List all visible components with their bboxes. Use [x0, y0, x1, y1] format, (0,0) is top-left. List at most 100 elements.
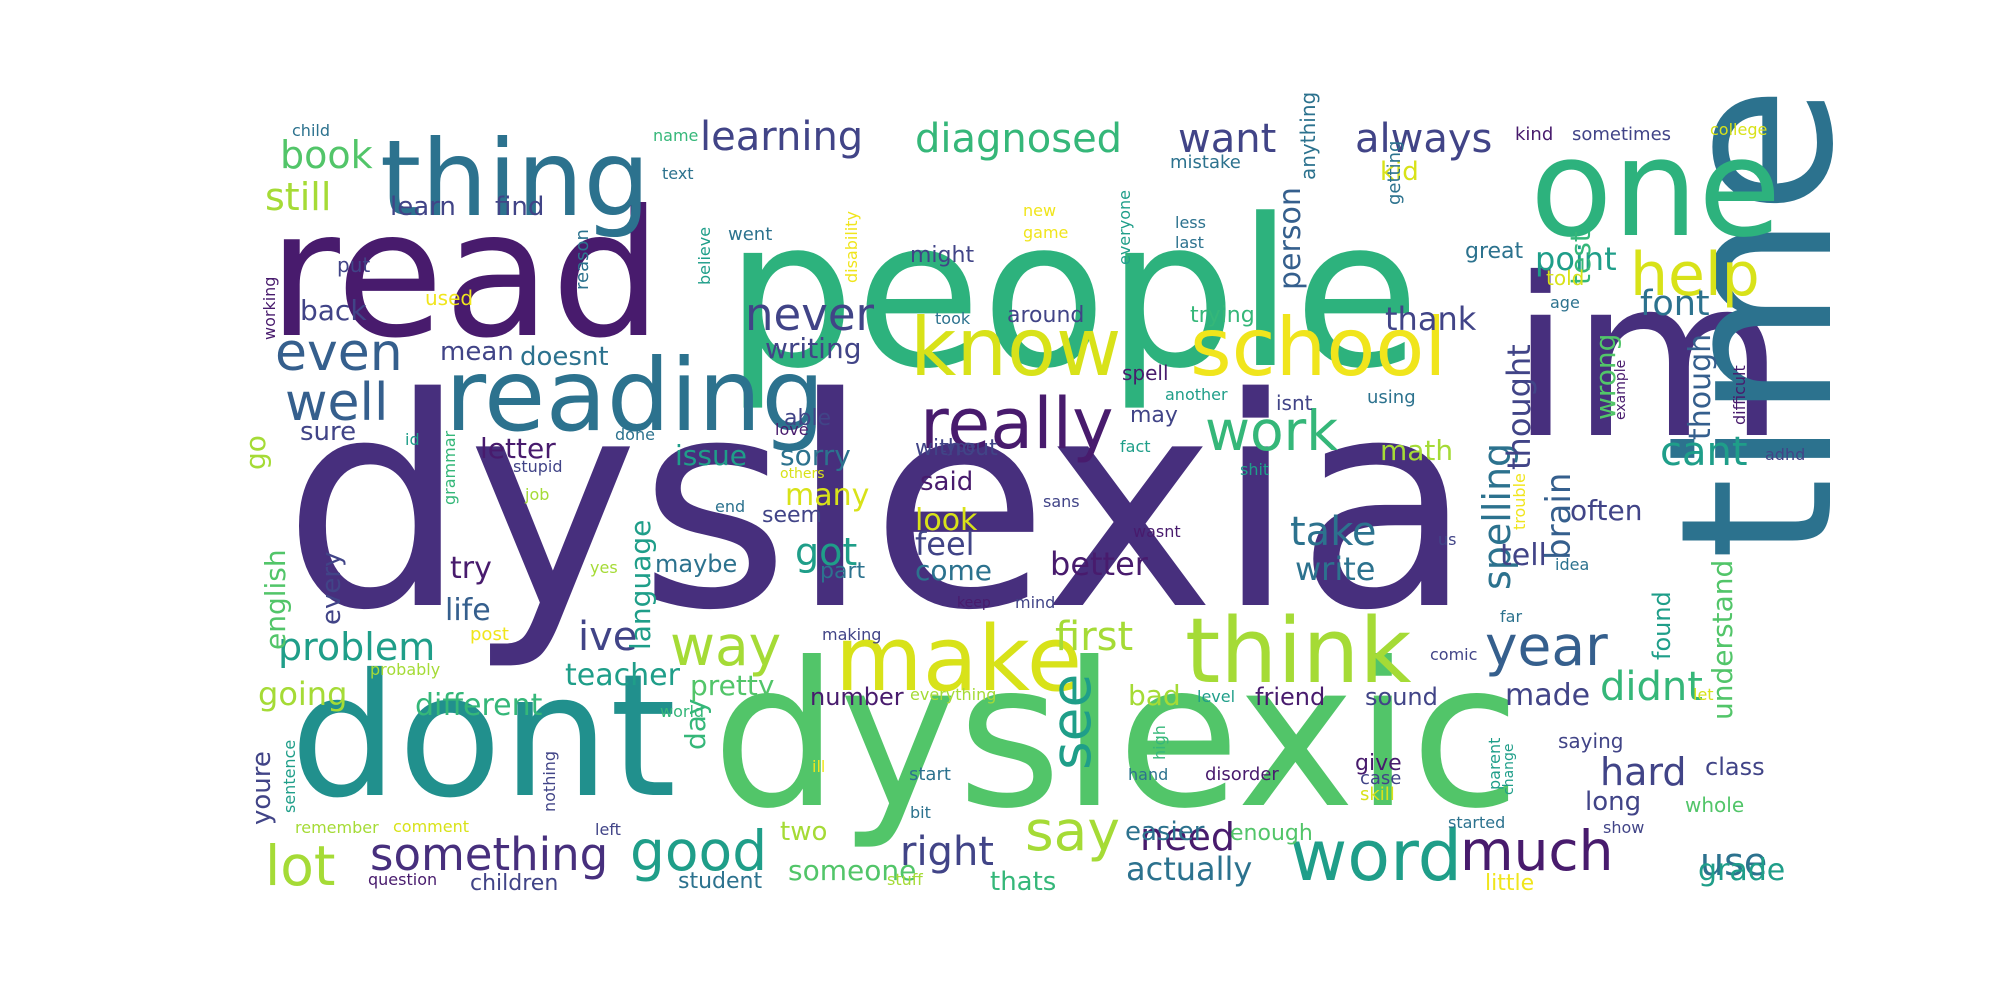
cloud-word-disability: disability: [842, 211, 861, 283]
cloud-word-tell: tell: [1500, 538, 1547, 573]
cloud-word-kid: kid: [1380, 157, 1419, 187]
cloud-word-though: though: [1683, 334, 1718, 440]
cloud-word-used: used: [425, 286, 473, 310]
cloud-word-remember: remember: [295, 818, 379, 837]
cloud-word-might: might: [910, 243, 974, 268]
cloud-word-job: job: [524, 485, 549, 504]
cloud-word-child: child: [292, 121, 330, 140]
cloud-word-last: last: [1175, 233, 1204, 252]
cloud-word-wasnt: wasnt: [1133, 522, 1181, 541]
cloud-word-good: good: [630, 819, 767, 883]
cloud-word-isnt: isnt: [1276, 391, 1313, 415]
cloud-word-issue: issue: [675, 439, 747, 472]
cloud-word-world: world: [660, 702, 704, 721]
cloud-word-post: post: [470, 624, 509, 645]
cloud-word-question: question: [368, 870, 437, 889]
cloud-word-made: made: [1505, 678, 1590, 713]
cloud-word-stuff: stuff: [887, 870, 924, 889]
cloud-word-nothing: nothing: [540, 751, 559, 812]
cloud-word-bit: bit: [910, 803, 931, 822]
cloud-word-way: way: [670, 614, 781, 678]
cloud-word-lot: lot: [265, 834, 336, 898]
cloud-word-english: english: [259, 549, 292, 650]
cloud-word-two: two: [780, 817, 827, 847]
cloud-word-dyslexia: dyslexia: [283, 337, 1474, 674]
cloud-word-make: make: [835, 607, 1082, 712]
cloud-word-thing: thing: [380, 118, 650, 240]
cloud-word-seem: seem: [762, 503, 822, 528]
cloud-word-life: life: [445, 593, 491, 628]
cloud-word-text: text: [662, 164, 694, 183]
cloud-word-one: one: [1530, 110, 1781, 267]
cloud-word-comment: comment: [393, 817, 469, 836]
cloud-word-thank: thank: [1385, 300, 1477, 338]
cloud-word-know: know: [910, 301, 1121, 394]
cloud-word-name: name: [653, 126, 698, 145]
cloud-word-working: working: [260, 277, 279, 340]
cloud-word-wrong: wrong: [1589, 334, 1622, 420]
cloud-word-learn: learn: [390, 192, 456, 222]
cloud-word-us: us: [1438, 530, 1456, 549]
cloud-word-help: help: [1630, 240, 1760, 310]
cloud-word-grade: grade: [1698, 853, 1785, 888]
cloud-word-enough: enough: [1230, 821, 1313, 846]
cloud-word-left: left: [595, 820, 621, 839]
word-cloud-words: dyslexiapeoplereaddyslexicdontimtimeonet…: [239, 86, 1880, 898]
cloud-word-sorry: sorry: [780, 439, 851, 472]
cloud-word-test: test: [1564, 231, 1597, 285]
cloud-word-started: started: [1448, 813, 1505, 832]
cloud-word-everyone: everyone: [1115, 190, 1134, 265]
cloud-word-case: case: [1360, 768, 1401, 789]
cloud-word-id: id: [405, 430, 420, 449]
cloud-word-mind: mind: [1015, 593, 1055, 612]
cloud-word-take: take: [1290, 509, 1377, 555]
cloud-word-children: children: [470, 871, 558, 896]
cloud-word-reason: reason: [572, 229, 593, 290]
cloud-word-easier: easier: [1125, 817, 1205, 847]
cloud-word-age: age: [1550, 293, 1580, 312]
cloud-word-ive: ive: [578, 614, 637, 660]
cloud-word-college: college: [1710, 120, 1767, 139]
cloud-word-problem: problem: [278, 625, 435, 669]
cloud-word-often: often: [1570, 494, 1642, 527]
cloud-word-learning: learning: [700, 114, 863, 160]
cloud-word-able: able: [784, 406, 831, 431]
cloud-word-see: see: [1039, 674, 1103, 770]
cloud-word-first: first: [1055, 614, 1133, 660]
cloud-word-someone: someone: [788, 854, 916, 887]
cloud-word-example: example: [1613, 360, 1629, 420]
cloud-word-student: student: [678, 869, 762, 894]
cloud-word-letter: letter: [480, 432, 556, 465]
cloud-word-back: back: [300, 294, 367, 327]
cloud-word-adhd: adhd: [1765, 445, 1805, 464]
cloud-word-high: high: [1150, 725, 1169, 760]
cloud-word-try: try: [450, 551, 492, 586]
cloud-word-im: im: [1510, 231, 1785, 487]
cloud-word-difficult: difficult: [1730, 365, 1749, 425]
cloud-word-actually: actually: [1126, 850, 1252, 888]
cloud-word-told: told: [1546, 266, 1584, 290]
cloud-word-still: still: [265, 175, 331, 219]
cloud-word-put: put: [337, 253, 370, 277]
cloud-word-something: something: [370, 828, 608, 881]
cloud-word-font: font: [1640, 284, 1710, 324]
cloud-word-year: year: [1485, 614, 1608, 678]
cloud-word-person: person: [1273, 187, 1308, 290]
cloud-word-shit: shit: [1240, 460, 1269, 479]
cloud-word-sentence: sentence: [280, 740, 299, 813]
cloud-word-well: well: [285, 373, 388, 433]
cloud-word-stupid: stupid: [513, 457, 563, 476]
cloud-word-day: day: [679, 698, 712, 750]
cloud-word-much: much: [1460, 819, 1614, 883]
cloud-word-hand: hand: [1128, 765, 1168, 784]
cloud-word-let: let: [1693, 685, 1714, 704]
cloud-word-kind: kind: [1515, 124, 1553, 145]
cloud-word-ill: ill: [812, 757, 825, 776]
cloud-word-sure: sure: [300, 417, 356, 447]
cloud-word-type: type: [940, 437, 976, 456]
cloud-word-never: never: [745, 288, 875, 341]
cloud-word-diagnosed: diagnosed: [915, 116, 1122, 162]
cloud-word-making: making: [822, 625, 881, 644]
cloud-word-believe: believe: [695, 227, 714, 285]
